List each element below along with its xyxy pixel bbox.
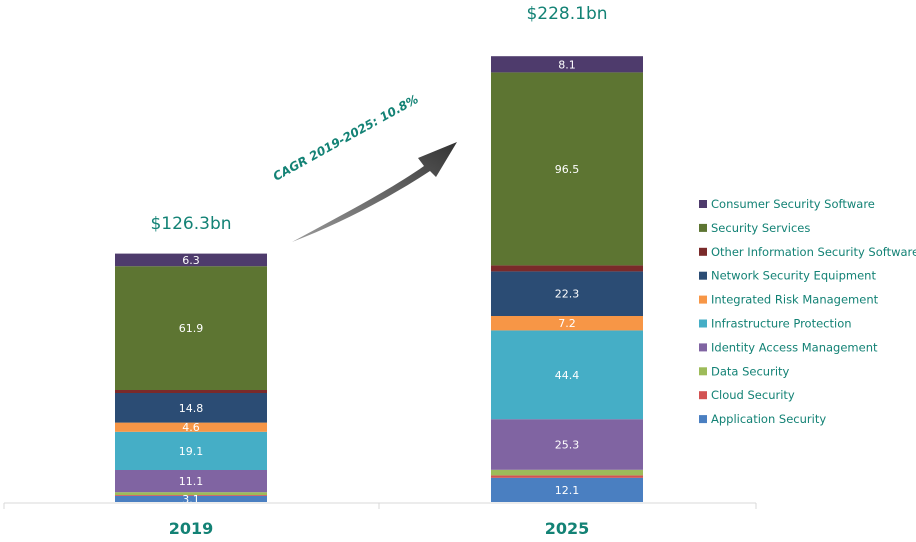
legend-swatch-security-services bbox=[699, 223, 707, 232]
bar-2025-integrated-risk-management bbox=[491, 316, 643, 331]
legend-label-network-security-equipment: Network Security Equipment bbox=[711, 269, 876, 283]
bar-2019-consumer-security-software bbox=[115, 253, 267, 267]
data-label-2025-consumer-security-software: 8.1 bbox=[558, 58, 576, 71]
bar-2019-security-services bbox=[115, 266, 267, 390]
bar-2025-network-security-equipment bbox=[491, 271, 643, 316]
data-label-2019-integrated-risk-management: 4.6 bbox=[182, 421, 200, 434]
bar-2025-identity-access-management bbox=[491, 419, 643, 470]
data-label-2019-consumer-security-software: 6.3 bbox=[182, 254, 200, 267]
total-label-2025: $228.1bn bbox=[526, 4, 607, 24]
segment-labels: 3.1 11.1 19.1 4.6 14.8 61.9 6.3 12.1 25.3 44.4 7.2… bbox=[179, 58, 580, 506]
legend: Consumer Security Software Security Servi… bbox=[699, 197, 916, 426]
data-label-2025-integrated-risk-management: 7.2 bbox=[558, 317, 576, 330]
data-label-2025-application-security: 12.1 bbox=[555, 484, 580, 497]
legend-label-data-security: Data Security bbox=[711, 364, 790, 378]
cagr-arrow bbox=[292, 142, 457, 242]
bar-2019-cloud-security bbox=[115, 495, 267, 496]
bar-2019-data-security bbox=[115, 492, 267, 495]
legend-label-identity-access-management: Identity Access Management bbox=[711, 340, 878, 354]
legend-swatch-infrastructure-protection bbox=[699, 319, 707, 328]
legend-swatch-cloud-security bbox=[699, 391, 707, 400]
legend-label-infrastructure-protection: Infrastructure Protection bbox=[711, 317, 852, 331]
legend-swatch-integrated-risk-management bbox=[699, 295, 707, 304]
legend-label-security-services: Security Services bbox=[711, 221, 810, 235]
bar-2019-application-security bbox=[115, 495, 267, 502]
bar-2025-security-services bbox=[491, 72, 643, 266]
legend-swatch-network-security-equipment bbox=[699, 271, 707, 280]
bars bbox=[115, 56, 643, 502]
data-label-2019-network-security-equipment: 14.8 bbox=[179, 402, 204, 415]
data-label-2025-identity-access-management: 25.3 bbox=[555, 439, 580, 452]
bar-2025-other-information-security-software bbox=[491, 265, 643, 272]
total-label-2019: $126.3bn bbox=[150, 214, 231, 234]
data-label-2019-security-services: 61.9 bbox=[179, 322, 204, 335]
cagr-annotation: CAGR 2019-2025: 10.8% bbox=[271, 92, 421, 184]
data-label-2025-security-services: 96.5 bbox=[555, 163, 580, 176]
bar-2025-cloud-security bbox=[491, 475, 643, 478]
bar-2025-consumer-security-software bbox=[491, 56, 643, 73]
bar-2019-integrated-risk-management bbox=[115, 422, 267, 432]
legend-label-cloud-security: Cloud Security bbox=[711, 388, 795, 402]
x-tick-label-2019: 2019 bbox=[169, 519, 214, 538]
legend-swatch-other-information-security-software bbox=[699, 247, 707, 256]
bar-2025-application-security bbox=[491, 477, 643, 502]
data-label-2025-infrastructure-protection: 44.4 bbox=[555, 369, 580, 382]
bar-2019-other-information-security-software bbox=[115, 390, 267, 393]
bar-2025-data-security bbox=[491, 469, 643, 476]
bar-2019-network-security-equipment bbox=[115, 393, 267, 423]
legend-swatch-data-security bbox=[699, 367, 707, 376]
data-label-2019-application-security: 3.1 bbox=[182, 493, 200, 506]
bar-2019-infrastructure-protection bbox=[115, 431, 267, 470]
bar-2025-infrastructure-protection bbox=[491, 330, 643, 420]
data-label-2019-identity-access-management: 11.1 bbox=[179, 475, 204, 488]
legend-swatch-application-security bbox=[699, 415, 707, 424]
legend-label-other-information-security-software: Other Information Security Software bbox=[711, 245, 916, 259]
legend-swatch-identity-access-management bbox=[699, 343, 707, 352]
x-tick-label-2025: 2025 bbox=[545, 519, 590, 538]
data-label-2025-network-security-equipment: 22.3 bbox=[555, 288, 580, 301]
legend-label-integrated-risk-management: Integrated Risk Management bbox=[711, 293, 879, 307]
legend-label-consumer-security-software: Consumer Security Software bbox=[711, 197, 875, 211]
data-label-2019-infrastructure-protection: 19.1 bbox=[179, 445, 204, 458]
bar-2019-identity-access-management bbox=[115, 470, 267, 493]
legend-swatch-consumer-security-software bbox=[699, 200, 707, 208]
legend-label-application-security: Application Security bbox=[711, 412, 826, 426]
